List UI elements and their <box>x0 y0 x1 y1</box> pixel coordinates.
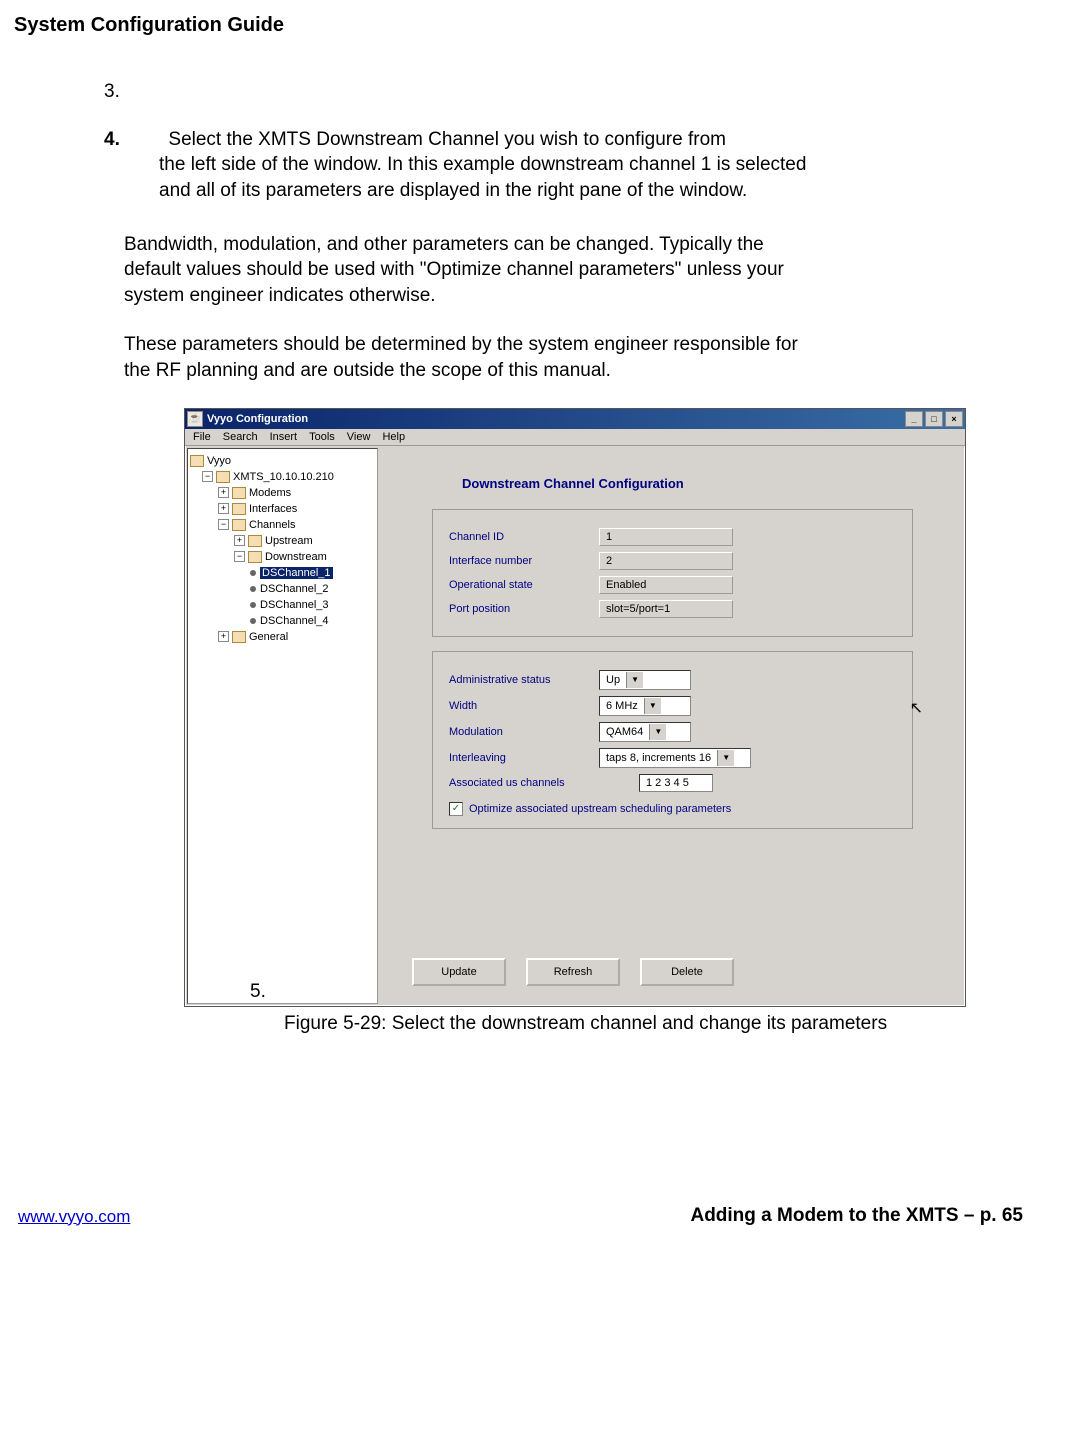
step-3-number: 3. <box>104 79 824 105</box>
checkbox-optimize-label: Optimize associated upstream scheduling … <box>469 803 731 815</box>
refresh-button[interactable]: Refresh <box>526 958 620 986</box>
tree-upstream[interactable]: +Upstream <box>190 533 375 549</box>
label-channel-id: Channel ID <box>449 531 599 543</box>
close-button[interactable]: × <box>945 411 963 427</box>
delete-button[interactable]: Delete <box>640 958 734 986</box>
checkbox-optimize-row[interactable]: ✓ Optimize associated upstream schedulin… <box>449 802 896 816</box>
update-button[interactable]: Update <box>412 958 506 986</box>
tree-host[interactable]: −XMTS_10.10.10.210 <box>190 469 375 485</box>
maximize-button[interactable]: □ <box>925 411 943 427</box>
chevron-down-icon: ▼ <box>649 724 666 740</box>
menu-insert[interactable]: Insert <box>270 431 298 443</box>
tree-modems[interactable]: +Modems <box>190 485 375 501</box>
label-assoc: Associated us channels <box>449 777 599 789</box>
menu-view[interactable]: View <box>347 431 371 443</box>
paragraph-bandwidth: Bandwidth, modulation, and other paramet… <box>124 232 824 309</box>
value-interface: 2 <box>599 552 733 570</box>
java-icon: ☕ <box>187 411 203 427</box>
chevron-down-icon: ▼ <box>644 698 661 714</box>
figure-caption: Figure 5-29: Select the downstream chann… <box>284 1013 1027 1035</box>
dropdown-interleaving[interactable]: taps 8, increments 16▼ <box>599 748 751 768</box>
tree-ds1[interactable]: DSChannel_1 <box>190 565 375 581</box>
value-assoc[interactable]: 1 2 3 4 5 <box>639 774 713 792</box>
dropdown-modulation[interactable]: QAM64▼ <box>599 722 691 742</box>
label-width: Width <box>449 700 599 712</box>
tree-ds4[interactable]: DSChannel_4 <box>190 613 375 629</box>
label-interface: Interface number <box>449 555 599 567</box>
page-title: System Configuration Guide <box>14 14 1027 37</box>
group-readonly: Channel ID 1 Interface number 2 Operatio… <box>432 509 913 637</box>
menu-help[interactable]: Help <box>382 431 405 443</box>
tree-interfaces[interactable]: +Interfaces <box>190 501 375 517</box>
form-pane: Downstream Channel Configuration Channel… <box>382 448 963 1004</box>
tree-root[interactable]: Vyyo <box>190 453 375 469</box>
form-title: Downstream Channel Configuration <box>462 476 943 491</box>
app-window: ☕ Vyyo Configuration _ □ × File Search I… <box>184 408 966 1007</box>
tree-general[interactable]: +General <box>190 629 375 645</box>
step-5-number: 5. <box>250 981 266 1003</box>
label-admin: Administrative status <box>449 674 599 686</box>
tree-ds2[interactable]: DSChannel_2 <box>190 581 375 597</box>
group-editable: Administrative status Up▼ Width 6 MHz▼ <box>432 651 913 829</box>
footer-url[interactable]: www.vyyo.com <box>18 1207 130 1227</box>
label-interleaving: Interleaving <box>449 752 599 764</box>
window-title: Vyyo Configuration <box>207 413 905 425</box>
footer-page: Adding a Modem to the XMTS – p. 65 <box>690 1205 1023 1227</box>
value-channel-id: 1 <box>599 528 733 546</box>
chevron-down-icon: ▼ <box>717 750 734 766</box>
chevron-down-icon: ▼ <box>626 672 643 688</box>
step-4-number: 4. <box>104 127 142 153</box>
label-modulation: Modulation <box>449 726 599 738</box>
tree-downstream[interactable]: −Downstream <box>190 549 375 565</box>
title-bar: ☕ Vyyo Configuration _ □ × <box>185 409 965 429</box>
menu-file[interactable]: File <box>193 431 211 443</box>
dropdown-width[interactable]: 6 MHz▼ <box>599 696 691 716</box>
dropdown-admin[interactable]: Up▼ <box>599 670 691 690</box>
tree-ds3[interactable]: DSChannel_3 <box>190 597 375 613</box>
value-opstate: Enabled <box>599 576 733 594</box>
label-port: Port position <box>449 603 599 615</box>
value-port: slot=5/port=1 <box>599 600 733 618</box>
step-4: 4. Select the XMTS Downstream Channel yo… <box>104 127 824 204</box>
cursor-icon: ↖ <box>910 698 923 718</box>
menu-bar: File Search Insert Tools View Help <box>185 429 965 446</box>
label-opstate: Operational state <box>449 579 599 591</box>
minimize-button[interactable]: _ <box>905 411 923 427</box>
menu-tools[interactable]: Tools <box>309 431 335 443</box>
paragraph-parameters: These parameters should be determined by… <box>124 332 824 383</box>
step-4-first-line: Select the XMTS Downstream Channel you w… <box>168 129 726 150</box>
tree-channels[interactable]: −Channels <box>190 517 375 533</box>
step-4-rest: the left side of the window. In this exa… <box>159 152 824 203</box>
checkbox-optimize[interactable]: ✓ <box>449 802 463 816</box>
menu-search[interactable]: Search <box>223 431 258 443</box>
tree-pane: Vyyo −XMTS_10.10.10.210 +Modems +Interfa… <box>187 448 378 1004</box>
